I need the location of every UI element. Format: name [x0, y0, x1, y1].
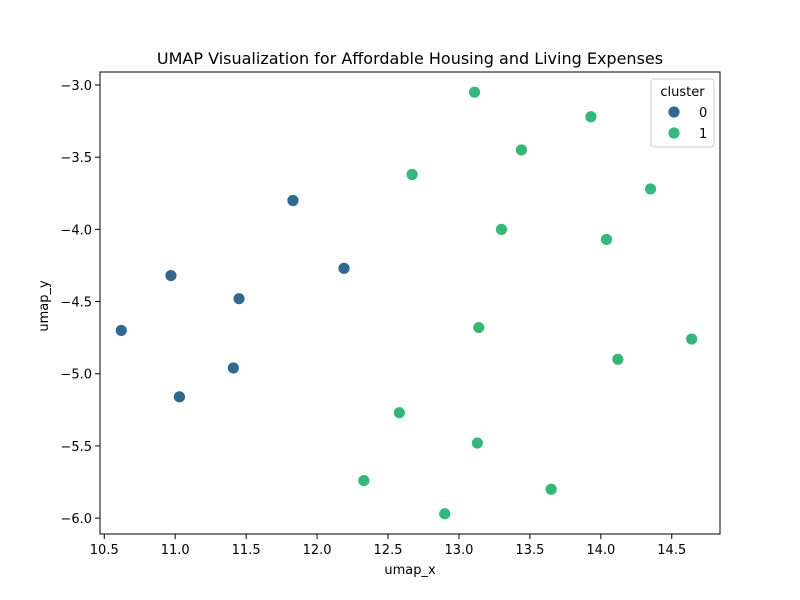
x-tick-label: 11.5	[232, 543, 261, 558]
x-axis: 10.5 11.0 11.5 12.0 12.5 13.0 13.5 14.0 14.5	[90, 534, 686, 558]
scatter-point-cluster-1	[685, 332, 699, 346]
data-points	[114, 85, 699, 521]
x-tick-label: 14.0	[586, 543, 615, 558]
x-tick-label: 11.0	[161, 543, 190, 558]
scatter-point-cluster-1	[472, 321, 486, 334]
scatter-point-cluster-1	[405, 168, 419, 181]
legend-marker	[667, 126, 681, 140]
y-tick-label: −5.0	[60, 368, 92, 383]
scatter-point-cluster-1	[600, 233, 613, 246]
scatter-point-cluster-1	[357, 474, 371, 487]
plot-area	[99, 71, 721, 535]
chart-title: UMAP Visualization for Affordable Housin…	[157, 49, 663, 68]
scatter-point-cluster-0	[114, 324, 128, 337]
x-tick-label: 14.5	[657, 543, 686, 558]
scatter-point-cluster-1	[468, 85, 481, 99]
scatter-point-cluster-1	[495, 222, 508, 236]
y-tick-label: −5.5	[60, 440, 92, 455]
x-tick-label: 13.0	[444, 543, 473, 558]
scatter-point-cluster-1	[514, 143, 528, 157]
x-axis-label: umap_x	[384, 563, 436, 578]
y-axis: −3.0 −3.5 −4.0 −4.5 −5.0 −5.5 −6.0	[60, 79, 100, 527]
x-tick-label: 10.5	[90, 543, 119, 558]
scatter-point-cluster-0	[232, 292, 246, 306]
legend-label: 1	[699, 127, 707, 142]
y-tick-label: −4.0	[60, 223, 92, 238]
x-tick-label: 13.5	[515, 543, 544, 558]
legend-marker	[667, 105, 681, 119]
y-tick-label: −3.5	[60, 151, 92, 166]
scatter-point-cluster-1	[611, 352, 625, 366]
scatter-point-cluster-0	[286, 194, 300, 207]
scatter-point-cluster-1	[470, 436, 484, 450]
scatter-point-cluster-1	[544, 482, 558, 496]
y-tick-label: −3.0	[60, 79, 92, 94]
legend: cluster 0 1	[650, 78, 715, 148]
scatter-point-cluster-1	[438, 507, 452, 521]
y-tick-label: −6.0	[60, 512, 92, 527]
scatter-point-cluster-0	[164, 269, 178, 282]
x-tick-label: 12.5	[374, 543, 403, 558]
legend-label: 0	[699, 106, 707, 121]
scatter-point-cluster-0	[226, 361, 240, 375]
y-axis-label: umap_y	[37, 280, 52, 332]
scatter-point-cluster-0	[337, 261, 351, 275]
scatter-point-cluster-1	[392, 406, 406, 420]
scatter-point-cluster-1	[584, 110, 598, 124]
plot-frame	[99, 71, 721, 535]
x-tick-label: 12.0	[303, 543, 332, 558]
legend-title: cluster	[660, 85, 705, 100]
y-tick-label: −4.5	[60, 296, 92, 311]
scatter-point-cluster-0	[173, 390, 186, 404]
legend-box	[650, 78, 715, 148]
scatter-point-cluster-1	[644, 182, 657, 196]
